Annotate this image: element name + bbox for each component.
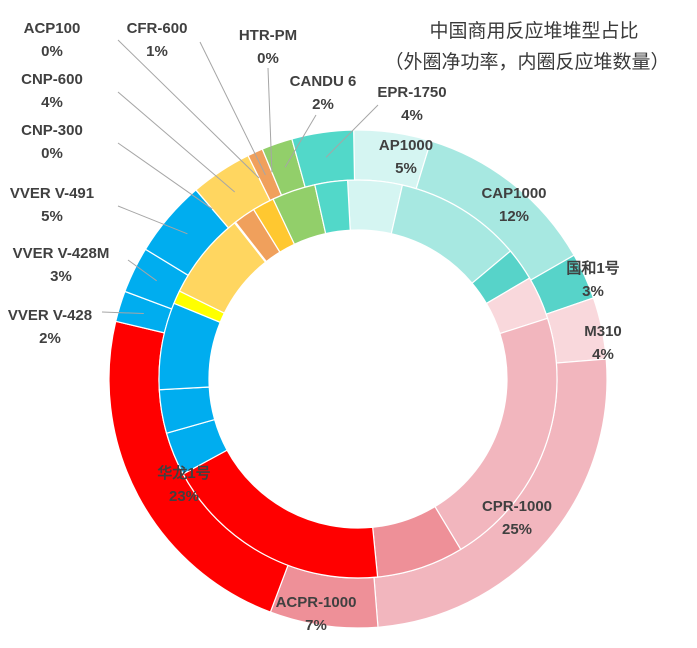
value-label-ap1000: 5% (395, 160, 417, 177)
leader-line-epr-1750 (325, 104, 379, 158)
value-label-hualong-1: 23% (169, 488, 199, 505)
inner-slice-epr-1750 (314, 179, 351, 235)
category-label-guohe-1: 国和1号 (566, 260, 619, 277)
category-label-ap1000: AP1000 (379, 137, 433, 154)
leader-lines (101, 39, 379, 315)
value-label-cnp-300: 0% (41, 145, 63, 162)
category-label-hualong-1: 华龙1号 (157, 464, 210, 482)
category-label-cpr-1000: CPR-1000 (482, 498, 552, 515)
leader-line-cfr-600 (199, 41, 266, 176)
category-label-candu-6: CANDU 6 (290, 73, 357, 90)
value-label-vver-v-491: 5% (41, 208, 63, 225)
category-label-cfr-600: CFR-600 (127, 20, 188, 37)
value-label-cfr-600: 1% (146, 43, 168, 60)
category-label-m310: M310 (584, 323, 622, 340)
value-label-acpr-1000: 7% (305, 617, 327, 634)
leader-line-cnp-600 (117, 91, 236, 193)
value-label-htr-pm: 0% (257, 50, 279, 67)
category-label-cnp-600: CNP-600 (21, 71, 83, 88)
value-label-vver-v-428m: 3% (50, 268, 72, 285)
leader-line-vver-v-428 (101, 311, 144, 315)
leader-line-vver-v-491 (117, 205, 188, 235)
value-label-epr-1750: 4% (401, 107, 423, 124)
inner-ring (158, 179, 558, 579)
value-label-candu-6: 2% (312, 96, 334, 113)
leader-line-acp100 (117, 39, 260, 179)
data-labels: AP1000 5% CAP1000 12% 国和1号 3% M310 4% CPR-1000 25… (8, 20, 622, 634)
category-label-epr-1750: EPR-1750 (377, 84, 446, 101)
value-label-m310: 4% (592, 346, 614, 363)
category-label-acpr-1000: ACPR-1000 (276, 594, 357, 611)
value-label-vver-v-428: 2% (39, 330, 61, 347)
category-label-vver-v-428: VVER V-428 (8, 307, 92, 324)
category-label-vver-v-491: VVER V-491 (10, 185, 94, 202)
leader-line-cnp-300 (117, 142, 213, 210)
leader-line-htr-pm (267, 67, 273, 173)
leader-line-vver-v-428m (127, 259, 157, 282)
value-label-cpr-1000: 25% (502, 521, 532, 538)
value-label-cnp-600: 4% (41, 94, 63, 111)
outer-ring (108, 129, 608, 629)
category-label-vver-v-428m: VVER V-428M (13, 245, 110, 262)
leader-line-candu-6 (284, 114, 317, 168)
value-label-guohe-1: 3% (582, 283, 604, 300)
value-label-cap1000: 12% (499, 208, 529, 225)
category-label-cnp-300: CNP-300 (21, 122, 83, 139)
category-label-acp100: ACP100 (24, 20, 81, 37)
chart-title: 中国商用反应堆堆型占比 (429, 20, 638, 42)
category-label-htr-pm: HTR-PM (239, 27, 297, 44)
chart-subtitle: （外圈净功率，内圈反应堆数量） (384, 51, 669, 73)
value-label-acp100: 0% (41, 43, 63, 60)
category-label-cap1000: CAP1000 (481, 185, 546, 202)
